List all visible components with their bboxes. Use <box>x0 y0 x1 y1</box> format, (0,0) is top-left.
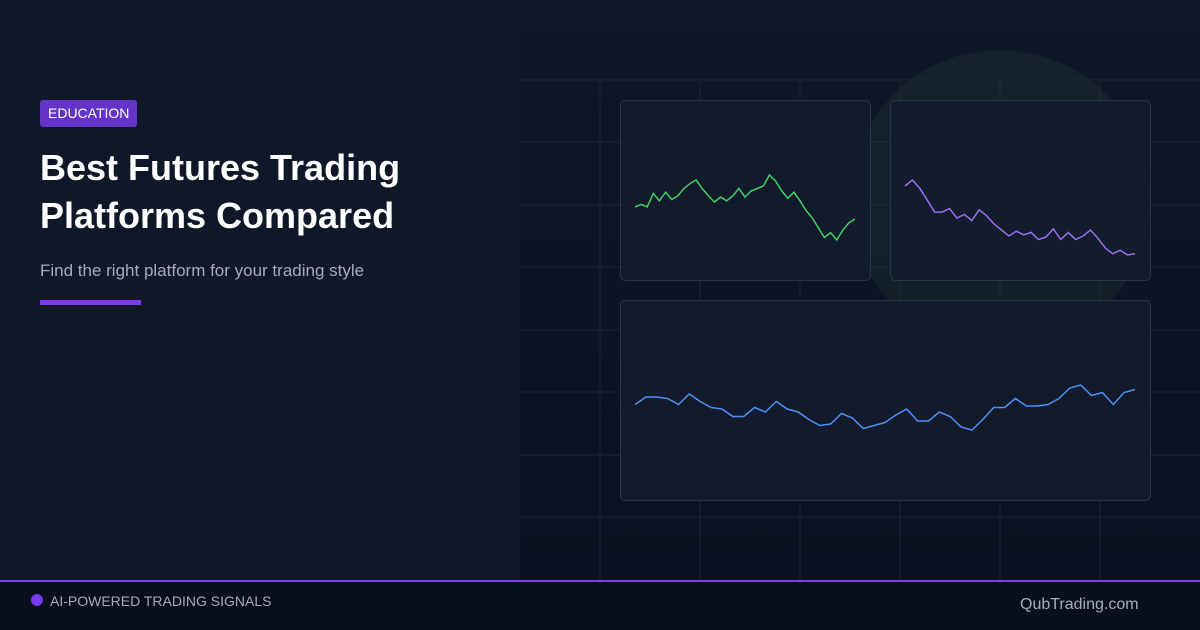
headline: Best Futures Trading Platforms Compared <box>40 144 400 240</box>
footer-dot <box>31 594 43 606</box>
footer-site: QubTrading.com <box>1020 596 1139 613</box>
panels <box>620 100 1151 501</box>
sparkline <box>634 384 1136 431</box>
footer-tagline: AI-POWERED TRADING SIGNALS <box>50 593 272 609</box>
sparklines <box>634 173 1136 431</box>
sparkline <box>634 173 856 242</box>
headline-line: Platforms Compared <box>40 195 395 236</box>
accent-rule <box>40 300 141 305</box>
category-badge: EDUCATION <box>40 100 138 127</box>
sparkline <box>904 178 1136 256</box>
subtitle: Find the right platform for your trading… <box>40 261 365 280</box>
footer: AI-POWERED TRADING SIGNALS QubTrading.co… <box>0 580 1200 630</box>
headline-line: Best Futures Trading <box>40 147 401 188</box>
